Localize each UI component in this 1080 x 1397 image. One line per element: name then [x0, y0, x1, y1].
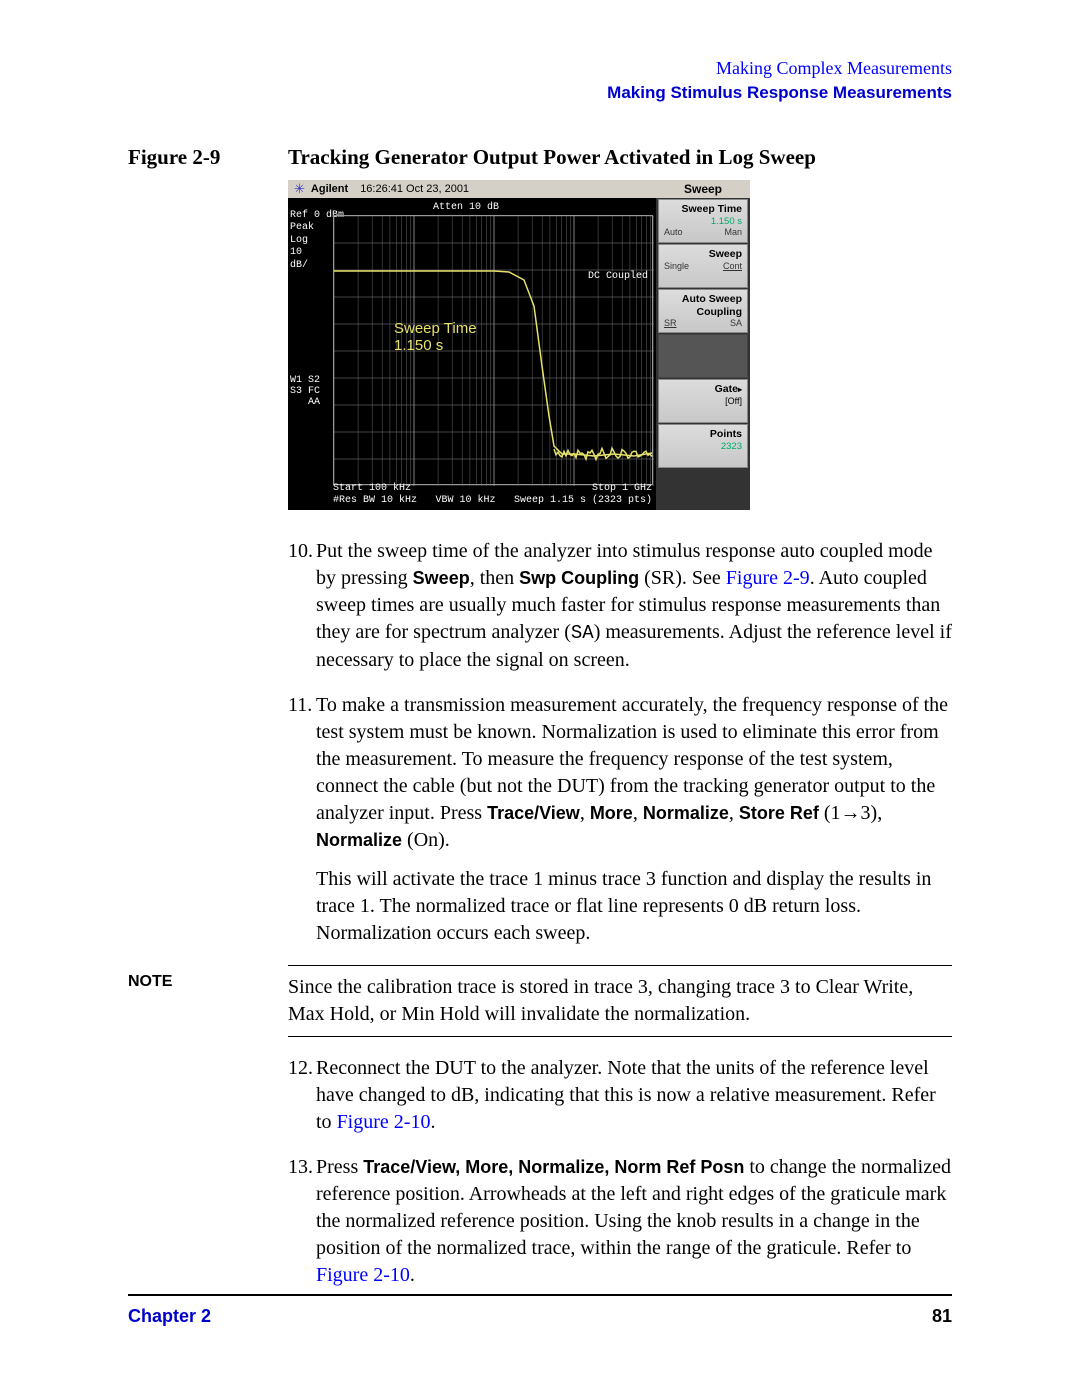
figure-title: Tracking Generator Output Power Activate… — [288, 145, 952, 170]
step-10: 10. Put the sweep time of the analyzer i… — [288, 538, 952, 674]
header-section: Making Stimulus Response Measurements — [128, 81, 952, 105]
agilent-logo-icon: ✳ — [294, 182, 305, 195]
step-number: 10. — [288, 538, 316, 674]
page-number: 81 — [932, 1306, 952, 1327]
sa-mono: SA — [571, 622, 594, 644]
step-content: Put the sweep time of the analyzer into … — [316, 538, 952, 674]
page-header: Making Complex Measurements Making Stimu… — [128, 56, 952, 105]
softkey-button[interactable]: Sweep Time1.150 sAutoMan — [658, 199, 748, 243]
softkey-menu: Sweep Sweep Time1.150 sAutoManSweepSingl… — [656, 180, 750, 510]
note-text: Since the calibration trace is stored in… — [288, 965, 952, 1037]
vbw: VBW 10 kHz — [435, 495, 495, 506]
figure-2-10-link[interactable]: Figure 2-10 — [337, 1111, 431, 1133]
softkey-button[interactable] — [658, 334, 748, 378]
trace-view-key: Trace/View, More, Normalize, Norm Ref Po… — [363, 1157, 744, 1177]
timestamp-label: 16:26:41 Oct 23, 2001 — [360, 183, 469, 195]
graph-trace-labels: W1 S2S3 FC AA — [290, 375, 320, 408]
softkey-button[interactable]: Gate▸[Off] — [658, 379, 748, 423]
atten-label: Atten 10 dB — [433, 202, 499, 213]
graph-bottom-row2: #Res BW 10 kHz VBW 10 kHz Sweep 1.15 s (… — [333, 495, 652, 506]
figure-caption: Figure 2-9 Tracking Generator Output Pow… — [128, 145, 952, 170]
body-content-2: 12. Reconnect the DUT to the analyzer. N… — [288, 1055, 952, 1289]
start-freq: Start 100 kHz — [333, 483, 411, 494]
figure-2-10-link-2[interactable]: Figure 2-10 — [316, 1264, 410, 1286]
step-content: To make a transmission measurement accur… — [316, 692, 952, 947]
step-number: 11. — [288, 692, 316, 947]
note-block: NOTE Since the calibration trace is stor… — [128, 965, 952, 1037]
dc-coupled-label: DC Coupled — [588, 271, 648, 282]
brand-label: Agilent — [311, 183, 348, 195]
menu-title: Sweep — [656, 180, 750, 198]
figure-number: Figure 2-9 — [128, 145, 288, 170]
swp-coupling-key: Swp Coupling — [519, 568, 639, 588]
softkey-button[interactable]: Points2323 — [658, 424, 748, 468]
analyzer-screenshot: ✳ Agilent 16:26:41 Oct 23, 2001 Sweep Sw… — [288, 180, 750, 510]
header-breadcrumb: Making Complex Measurements — [128, 56, 952, 81]
step-number: 12. — [288, 1055, 316, 1136]
chapter-label: Chapter 2 — [128, 1306, 211, 1327]
annot-line2: 1.150 s — [394, 337, 477, 354]
page-footer: Chapter 2 81 — [128, 1294, 952, 1327]
body-content: 10. Put the sweep time of the analyzer i… — [288, 538, 952, 947]
step-11: 11. To make a transmission measurement a… — [288, 692, 952, 947]
graph-svg — [334, 216, 654, 486]
res-bw: #Res BW 10 kHz — [333, 495, 417, 506]
step-12: 12. Reconnect the DUT to the analyzer. N… — [288, 1055, 952, 1136]
stop-freq: Stop 1 GHz — [592, 483, 652, 494]
step-13: 13. Press Trace/View, More, Normalize, N… — [288, 1154, 952, 1289]
sweep-info: Sweep 1.15 s (2323 pts) — [514, 495, 652, 506]
sweep-time-annotation: Sweep Time 1.150 s — [394, 320, 477, 355]
sweep-key: Sweep — [413, 568, 470, 588]
graph-bottom-row1: Start 100 kHz Stop 1 GHz — [333, 483, 652, 494]
step-content: Reconnect the DUT to the analyzer. Note … — [316, 1055, 952, 1136]
softkey-button[interactable]: Auto Sweep CouplingSRSA — [658, 289, 748, 333]
step-number: 13. — [288, 1154, 316, 1289]
softkey-button[interactable]: SweepSingleCont — [658, 244, 748, 288]
screenshot-container: ✳ Agilent 16:26:41 Oct 23, 2001 Sweep Sw… — [288, 180, 952, 510]
note-label: NOTE — [128, 965, 288, 1037]
step-content: Press Trace/View, More, Normalize, Norm … — [316, 1154, 952, 1289]
annot-line1: Sweep Time — [394, 320, 477, 337]
figure-2-9-link[interactable]: Figure 2-9 — [726, 567, 810, 589]
graph-area: DC Coupled Sweep Time 1.150 s — [333, 215, 653, 485]
